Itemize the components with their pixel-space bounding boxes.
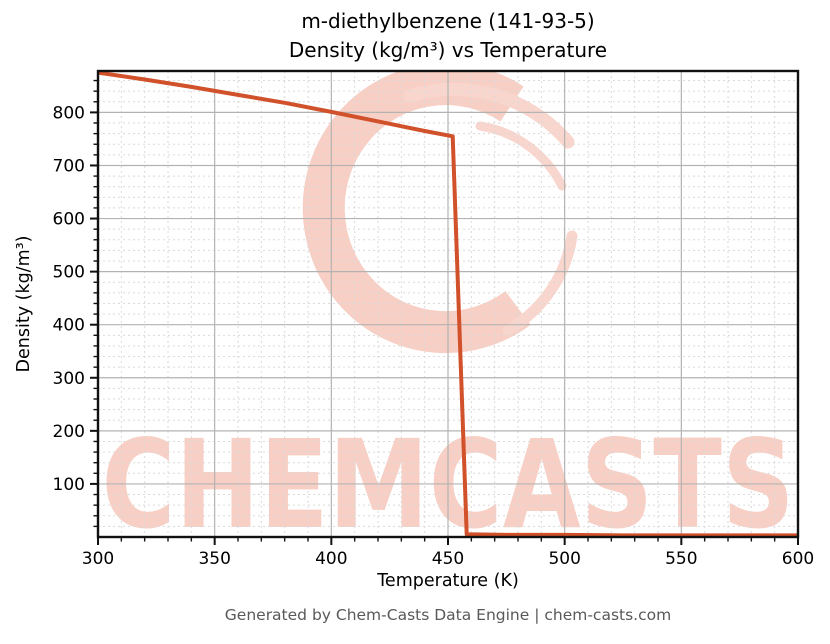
x-tick-label: 500 bbox=[548, 549, 580, 569]
y-tick-label: 100 bbox=[53, 475, 85, 495]
chart-title: m-diethylbenzene (141-93-5) Density (kg/… bbox=[98, 7, 798, 65]
y-tick-label: 500 bbox=[53, 263, 85, 283]
axes-layer: 300 350 400 450 500 550 600 100 200 300 400 500 600 7… bbox=[53, 69, 814, 569]
x-axis-label: Temperature (K) bbox=[377, 571, 519, 591]
series-layer bbox=[98, 71, 798, 537]
y-tick-label: 200 bbox=[53, 422, 85, 442]
x-tick-label: 300 bbox=[82, 549, 114, 569]
chart-title-line2: Density (kg/m³) vs Temperature bbox=[288, 38, 608, 62]
x-tick-label: 450 bbox=[432, 549, 464, 569]
chemcasts-logo-icon bbox=[302, 71, 578, 354]
y-tick-label: 600 bbox=[53, 210, 85, 230]
y-tick-label: 400 bbox=[53, 316, 85, 336]
y-tick-label: 800 bbox=[53, 103, 85, 123]
x-tick-label: 350 bbox=[198, 549, 230, 569]
grid-major bbox=[97, 71, 799, 537]
density-curve bbox=[98, 71, 798, 537]
x-tick-label: 550 bbox=[665, 549, 697, 569]
chart-title-line1: m-diethylbenzene (141-93-5) bbox=[301, 9, 595, 33]
y-tick-label: 300 bbox=[53, 369, 85, 389]
x-tick-label: 400 bbox=[315, 549, 347, 569]
x-tick-label: 600 bbox=[782, 549, 814, 569]
footer-credit: Generated by Chem-Casts Data Engine | ch… bbox=[224, 606, 672, 624]
y-axis-label: Density (kg/m³) bbox=[14, 235, 34, 373]
y-tick-label: 700 bbox=[53, 156, 85, 176]
axes-spines bbox=[96, 69, 800, 539]
